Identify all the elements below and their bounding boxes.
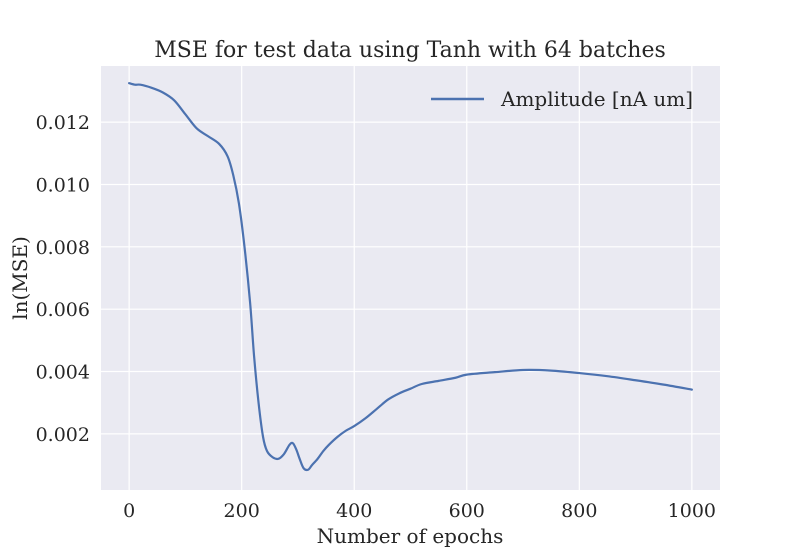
grid bbox=[101, 66, 720, 490]
x-tick-label: 200 bbox=[224, 500, 260, 522]
y-axis-label: ln(MSE) bbox=[8, 236, 32, 320]
chart-title: MSE for test data using Tanh with 64 bat… bbox=[154, 38, 666, 63]
y-tick-label: 0.008 bbox=[36, 237, 90, 259]
x-tick-label: 0 bbox=[123, 500, 135, 522]
x-tick-label: 1000 bbox=[668, 500, 716, 522]
y-tick-label: 0.002 bbox=[36, 424, 90, 446]
y-tick-label: 0.010 bbox=[36, 174, 90, 196]
series-line-amplitude bbox=[128, 82, 693, 472]
x-tick-label: 800 bbox=[561, 500, 597, 522]
y-tick-label: 0.006 bbox=[36, 299, 90, 321]
legend-label-amplitude: Amplitude [nA um] bbox=[500, 87, 693, 111]
x-tick-label: 600 bbox=[449, 500, 485, 522]
x-axis-label: Number of epochs bbox=[317, 524, 504, 548]
plot-area bbox=[101, 66, 720, 490]
legend: Amplitude [nA um] bbox=[431, 87, 693, 111]
tick-labels: 0 200 400 600 800 1000 0.002 0.004 0.006 0.008 0.0… bbox=[36, 112, 716, 522]
y-tick-label: 0.004 bbox=[36, 362, 90, 384]
series-layer bbox=[128, 82, 693, 472]
x-tick-label: 400 bbox=[336, 500, 372, 522]
y-tick-label: 0.012 bbox=[36, 112, 90, 134]
